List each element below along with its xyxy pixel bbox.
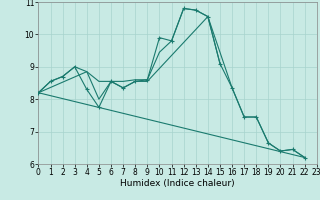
X-axis label: Humidex (Indice chaleur): Humidex (Indice chaleur) xyxy=(120,179,235,188)
